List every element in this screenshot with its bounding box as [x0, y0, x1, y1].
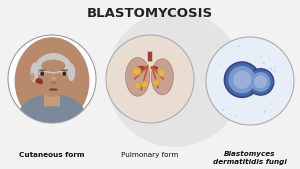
Ellipse shape [61, 72, 68, 76]
Ellipse shape [39, 81, 43, 84]
Circle shape [224, 62, 260, 97]
Ellipse shape [68, 64, 75, 81]
Circle shape [153, 79, 159, 86]
Circle shape [263, 110, 266, 113]
Circle shape [235, 115, 236, 117]
Circle shape [218, 64, 220, 65]
Circle shape [248, 69, 274, 95]
Text: Cutaneous form: Cutaneous form [19, 152, 85, 158]
Circle shape [270, 68, 272, 70]
Circle shape [245, 89, 248, 92]
Ellipse shape [60, 69, 68, 71]
Circle shape [133, 67, 141, 75]
Circle shape [251, 72, 271, 92]
Circle shape [236, 90, 238, 92]
Circle shape [226, 108, 228, 110]
Text: BLASTOMYCOSIS: BLASTOMYCOSIS [87, 7, 213, 20]
FancyBboxPatch shape [44, 91, 60, 106]
Ellipse shape [30, 63, 38, 82]
Circle shape [106, 35, 194, 123]
Ellipse shape [34, 51, 73, 97]
Ellipse shape [35, 78, 42, 83]
Circle shape [270, 83, 272, 85]
Circle shape [135, 83, 140, 88]
Circle shape [233, 70, 251, 89]
Ellipse shape [15, 37, 89, 125]
Circle shape [234, 68, 236, 70]
Circle shape [233, 67, 235, 68]
Text: Pulmonary form: Pulmonary form [121, 152, 179, 158]
Circle shape [238, 45, 240, 47]
Circle shape [254, 75, 267, 89]
Wedge shape [33, 53, 74, 74]
Ellipse shape [49, 88, 58, 91]
Circle shape [229, 113, 231, 115]
Ellipse shape [51, 81, 57, 84]
Circle shape [222, 109, 224, 111]
Ellipse shape [38, 69, 46, 71]
Circle shape [274, 57, 276, 59]
Circle shape [260, 56, 262, 58]
Circle shape [274, 65, 276, 67]
Circle shape [270, 103, 272, 105]
Circle shape [40, 71, 44, 76]
Ellipse shape [30, 73, 35, 80]
Circle shape [228, 66, 256, 93]
Ellipse shape [51, 76, 56, 83]
Circle shape [270, 68, 272, 70]
Ellipse shape [41, 60, 65, 72]
Circle shape [247, 75, 249, 77]
Circle shape [106, 35, 194, 123]
Ellipse shape [39, 72, 45, 76]
Circle shape [62, 71, 67, 76]
Text: Blastomyces
dermatitidis fungi: Blastomyces dermatitidis fungi [213, 151, 287, 165]
Circle shape [273, 70, 276, 72]
Circle shape [206, 38, 294, 125]
Ellipse shape [19, 94, 85, 134]
Circle shape [229, 76, 230, 78]
Ellipse shape [136, 66, 146, 70]
Circle shape [259, 76, 261, 78]
Ellipse shape [151, 59, 173, 95]
Ellipse shape [150, 66, 158, 70]
Circle shape [273, 105, 274, 106]
Circle shape [262, 61, 265, 64]
Circle shape [269, 59, 270, 60]
FancyBboxPatch shape [148, 52, 152, 61]
Ellipse shape [126, 57, 150, 96]
Circle shape [8, 35, 96, 123]
Circle shape [269, 84, 272, 87]
Circle shape [227, 87, 230, 89]
Circle shape [158, 69, 165, 76]
Circle shape [206, 37, 294, 125]
Circle shape [141, 81, 148, 88]
Circle shape [107, 11, 243, 147]
Circle shape [229, 67, 230, 69]
